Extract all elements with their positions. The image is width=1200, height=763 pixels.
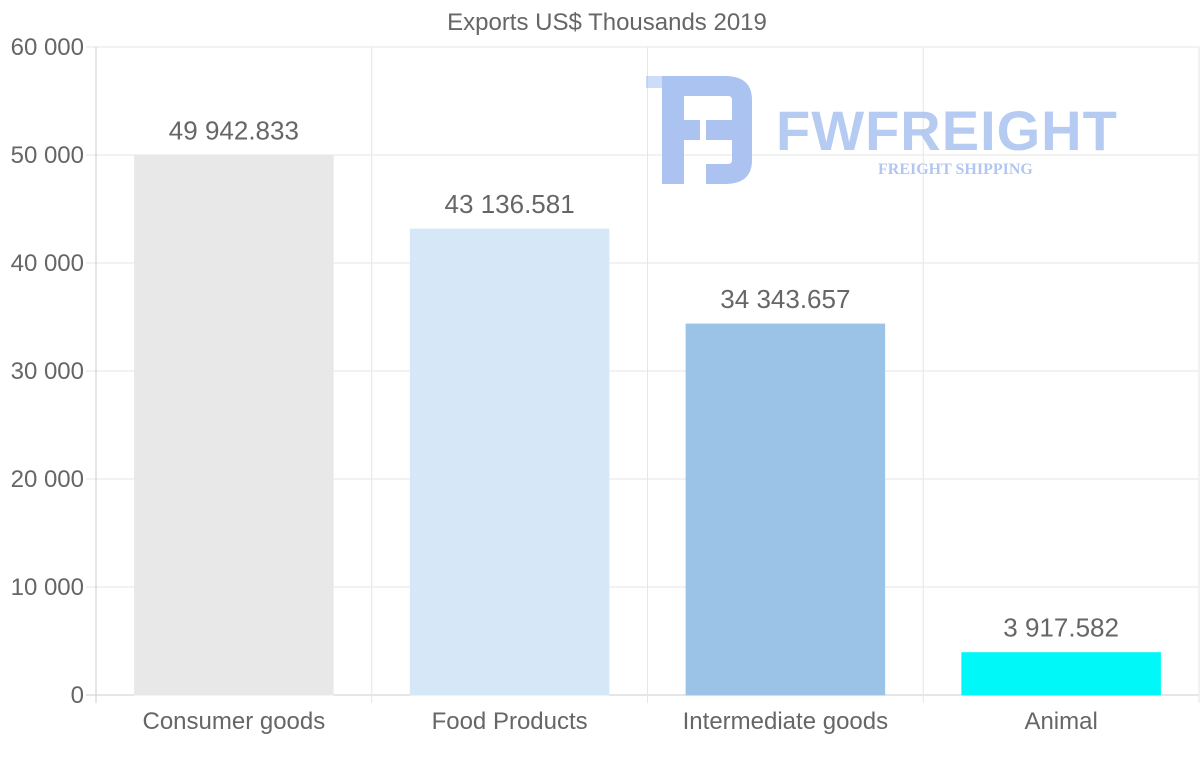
y-tick-label: 50 000 bbox=[11, 142, 84, 169]
x-axis-tick-labels: Consumer goods Food Products Intermediate … bbox=[142, 708, 1097, 735]
data-label: 3 917.582 bbox=[1003, 613, 1119, 643]
x-tick-label: Animal bbox=[1024, 708, 1097, 735]
chart-title: Exports US$ Thousands 2019 bbox=[447, 9, 767, 36]
bars bbox=[134, 155, 1161, 696]
y-axis-tick-labels: 0 10 000 20 000 30 000 40 000 50 000 60 000 bbox=[11, 34, 84, 709]
data-labels: 49 942.833 43 136.581 34 343.657 3 917.582 bbox=[169, 116, 1119, 643]
data-label: 34 343.657 bbox=[720, 284, 850, 314]
bar bbox=[961, 652, 1161, 696]
data-label: 49 942.833 bbox=[169, 116, 299, 146]
x-tick-label: Consumer goods bbox=[142, 708, 325, 735]
data-label: 43 136.581 bbox=[445, 189, 575, 219]
y-tick-label: 0 bbox=[71, 682, 84, 709]
fw-logo-icon bbox=[646, 76, 752, 184]
x-tick-label: Intermediate goods bbox=[683, 708, 888, 735]
bar bbox=[685, 323, 886, 696]
watermark-logo: FWFREIGHT FREIGHT SHIPPING bbox=[646, 76, 1118, 184]
y-tick-label: 40 000 bbox=[11, 250, 84, 277]
bar bbox=[409, 228, 610, 696]
y-tick-label: 10 000 bbox=[11, 574, 84, 601]
bar bbox=[134, 155, 334, 696]
x-tick-label: Food Products bbox=[432, 708, 588, 735]
y-tick-label: 60 000 bbox=[11, 34, 84, 61]
y-tick-label: 30 000 bbox=[11, 358, 84, 385]
watermark-name: FWFREIGHT bbox=[776, 99, 1118, 162]
y-tick-label: 20 000 bbox=[11, 466, 84, 493]
watermark-tagline: FREIGHT SHIPPING bbox=[878, 161, 1033, 178]
